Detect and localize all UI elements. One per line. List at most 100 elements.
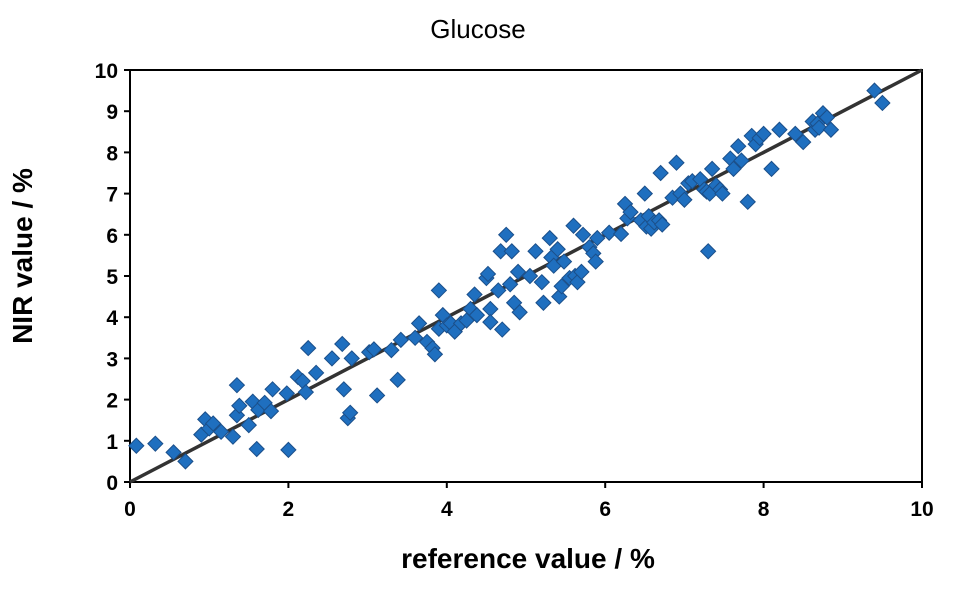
data-point [730,138,747,155]
data-point [555,253,573,270]
data-point [299,339,317,357]
data-point [177,453,194,470]
data-point [264,381,281,398]
data-point [343,350,360,367]
data-point [392,331,410,349]
y-tick-label: 0 [106,472,118,495]
axis-ticks: 0 2 4 6 8 10 0 1 2 3 4 5 6 7 8 9 10 [95,60,934,521]
data-point [231,397,248,414]
data-point [874,94,891,112]
data-point [636,185,654,202]
data-point [503,243,520,260]
data-point [600,224,618,241]
data-point [165,444,182,461]
data-point [535,294,552,311]
data-point [204,415,222,432]
data-point [280,441,297,459]
data-point [573,263,590,281]
data-point [297,383,315,401]
x-tick-label: 0 [124,498,136,521]
data-point [466,286,483,303]
data-point [490,282,507,299]
data-point [612,225,630,243]
data-point [549,241,566,258]
data-point [763,160,780,178]
data-point [224,428,242,445]
data-point [365,341,383,358]
data-point [426,346,444,363]
x-tick-label: 8 [758,498,770,521]
data-point [278,385,296,402]
data-point [755,125,772,143]
data-point [866,82,883,99]
data-point [323,350,341,367]
data-point [468,306,486,324]
data-point [334,335,351,353]
data-point [565,217,582,234]
data-point [553,278,570,295]
scatter-points [128,82,891,470]
x-axis-label: reference value / % [401,543,655,574]
y-tick-label: 3 [106,348,118,371]
data-point [699,243,717,260]
data-point [739,193,756,211]
data-point [228,376,246,394]
data-point [240,416,258,434]
data-point [494,321,511,338]
data-point [482,313,499,331]
data-point [527,243,544,260]
data-point [818,109,836,126]
data-point [533,273,551,291]
data-point [771,121,788,138]
data-point [521,267,539,285]
data-point [787,125,804,143]
data-point [262,402,280,420]
y-tick-label: 8 [106,142,118,165]
data-point [725,160,742,178]
x-tick-label: 6 [599,498,611,521]
data-point [654,216,671,233]
y-tick-label: 2 [106,390,118,413]
data-point [497,226,515,244]
data-point [703,160,721,178]
data-point [410,315,428,332]
y-tick-label: 6 [106,225,118,248]
chart-title: Glucose [430,14,525,44]
data-point [511,304,528,321]
y-tick-label: 7 [106,184,118,207]
data-point [622,203,639,221]
y-axis-label: NIR value / % [7,168,38,344]
x-tick-label: 2 [283,498,295,521]
data-point [574,226,592,244]
data-point [147,435,164,452]
data-point [668,154,685,171]
y-tick-label: 4 [106,307,118,330]
data-point [541,229,558,247]
data-point [822,121,840,138]
data-point [389,371,406,389]
data-point [212,423,230,440]
y-tick-label: 1 [106,431,118,454]
data-point [368,387,386,404]
data-point [128,437,145,454]
data-point [479,265,497,283]
x-tick-label: 10 [910,498,933,521]
data-point [406,329,424,347]
data-point [733,152,750,169]
data-point [501,276,519,293]
data-point [589,229,606,247]
data-point [794,133,812,151]
data-point [307,364,325,382]
x-tick-label: 4 [441,498,453,521]
y-tick-label: 5 [106,266,118,289]
data-point [587,253,604,270]
data-point [248,440,265,458]
y-tick-label: 10 [95,60,118,83]
y-tick-label: 9 [106,101,118,124]
data-point [335,381,353,398]
data-point [714,185,731,202]
data-point [383,341,400,359]
data-point [430,282,448,299]
data-point [492,243,509,260]
